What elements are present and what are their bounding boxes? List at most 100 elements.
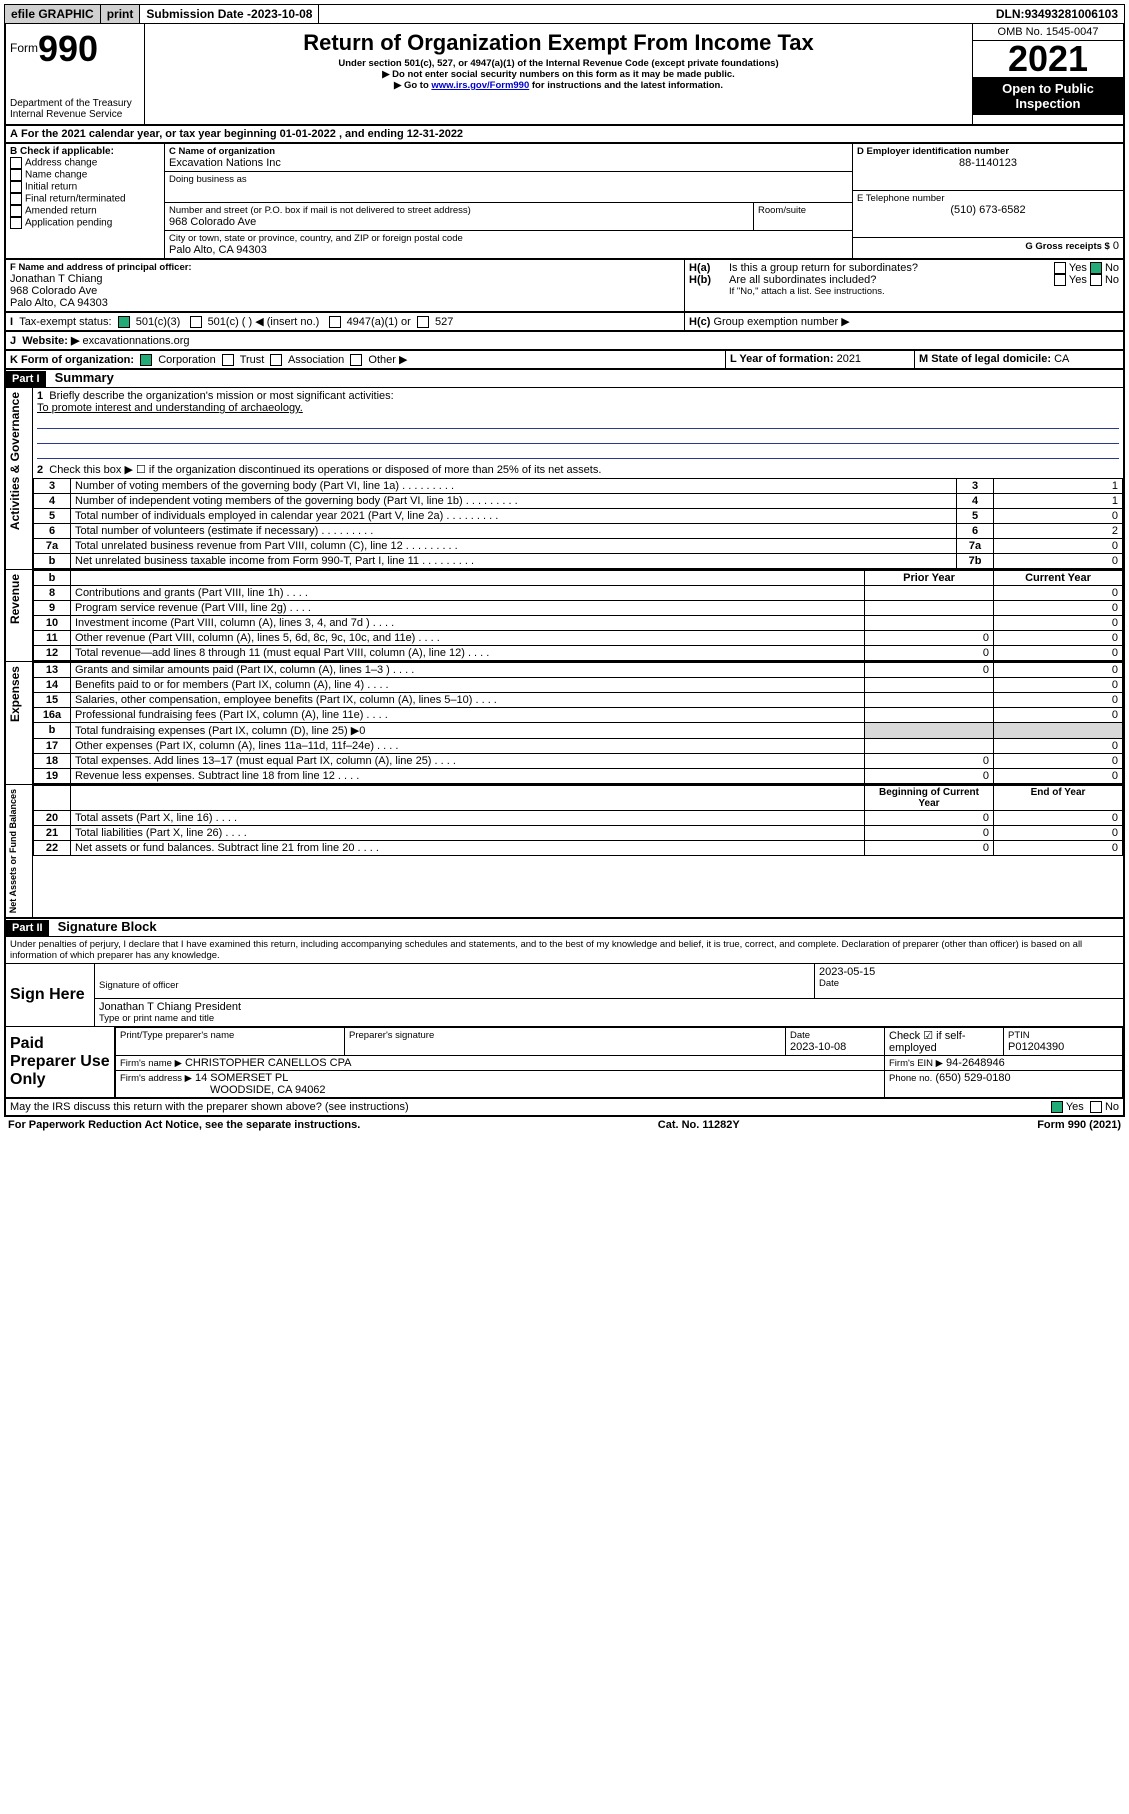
org-name: Excavation Nations Inc [169,157,848,169]
table-row: 17Other expenses (Part IX, column (A), l… [34,739,1123,754]
i-label: Tax-exempt status: [19,316,111,328]
submission-date: Submission Date - 2023-10-08 [140,5,319,23]
subdate-value: 2023-10-08 [251,7,312,21]
cb-trust[interactable]: Trust [240,354,265,366]
date-label: Date [819,978,1119,989]
print-button[interactable]: print [101,5,141,23]
type-name-label: Type or print name and title [99,1013,1119,1024]
cb-initial-return[interactable]: Initial return [25,182,77,193]
table-row: 13Grants and similar amounts paid (Part … [34,663,1123,678]
pp-check: Check ☑ if self-employed [885,1028,1004,1056]
discuss-text: May the IRS discuss this return with the… [10,1101,1051,1113]
subdate-label: Submission Date - [146,7,251,21]
table-row: bNet unrelated business taxable income f… [34,554,1123,569]
ein-value: 88-1140123 [857,157,1119,169]
cb-app-pending[interactable]: Application pending [25,218,112,229]
tax-year: 2021 [973,41,1123,77]
cb-final-return[interactable]: Final return/terminated [25,194,126,205]
subtitle-2: ▶ Do not enter social security numbers o… [153,69,964,80]
line-a: A For the 2021 calendar year, or tax yea… [4,126,1125,144]
label-netassets: Net Assets or Fund Balances [6,785,20,917]
irs-label: Internal Revenue Service [10,109,140,120]
form-header: Form990 Department of the Treasury Inter… [4,24,1125,126]
table-row: 14Benefits paid to or for members (Part … [34,678,1123,693]
cb-501c[interactable]: 501(c) ( ) ◀ (insert no.) [208,316,320,328]
form-title: Return of Organization Exempt From Incom… [153,30,964,56]
part1-title: Summary [49,368,120,387]
table-row: 18Total expenses. Add lines 13–17 (must … [34,754,1123,769]
officer-sig-name: Jonathan T Chiang President [99,1001,1119,1013]
legal-domicile: CA [1054,353,1069,365]
table-row: 4Number of independent voting members of… [34,494,1123,509]
g-label: G Gross receipts $ [1025,241,1109,252]
cb-amended[interactable]: Amended return [25,206,97,217]
hc-text: Group exemption number ▶ [713,316,849,328]
firm-phone: (650) 529-0180 [935,1072,1010,1084]
table-row: 16aProfessional fundraising fees (Part I… [34,708,1123,723]
label-revenue: Revenue [6,570,24,628]
c-name-label: C Name of organization [169,146,848,157]
cb-527[interactable]: 527 [435,316,453,328]
cb-assoc[interactable]: Association [288,354,344,366]
hb-text: Are all subordinates included? [729,274,1054,286]
dln: DLN: 93493281006103 [990,5,1124,23]
table-row: 12Total revenue—add lines 8 through 11 (… [34,646,1123,661]
dln-value: 93493281006103 [1025,7,1118,21]
table-row: 3Number of voting members of the governi… [34,479,1123,494]
form-number: Form990 [10,28,140,70]
mission-text: To promote interest and understanding of… [37,402,303,414]
table-row: 9Program service revenue (Part VIII, lin… [34,601,1123,616]
firm-ein: 94-2648946 [946,1057,1005,1069]
perjury-text: Under penalties of perjury, I declare th… [6,937,1123,964]
part1-bar: Part I [6,371,46,387]
subtitle-1: Under section 501(c), 527, or 4947(a)(1)… [153,58,964,69]
form990-link[interactable]: www.irs.gov/Form990 [431,80,529,91]
summary-table-net: Beginning of Current YearEnd of Year 20T… [33,785,1123,856]
city-label: City or town, state or province, country… [169,233,848,244]
sig-date: 2023-05-15 [819,966,1119,978]
org-city: Palo Alto, CA 94303 [169,244,848,256]
cb-name-change[interactable]: Name change [25,170,87,181]
org-address: 968 Colorado Ave [169,216,749,228]
form-footer: Form 990 (2021) [1037,1119,1121,1131]
col-deg: D Employer identification number 88-1140… [852,144,1123,258]
cb-address-change[interactable]: Address change [25,158,97,169]
table-row: 22Net assets or fund balances. Subtract … [34,841,1123,856]
room-label: Room/suite [758,205,848,216]
b-label: B Check if applicable: [10,146,160,157]
section-bcdeg: B Check if applicable: Address change Na… [4,144,1125,260]
section-fh: F Name and address of principal officer:… [4,260,1125,313]
addr-label: Number and street (or P.O. box if mail i… [169,205,749,216]
part-2: Part II Signature Block Under penalties … [4,919,1125,1099]
cb-other[interactable]: Other ▶ [368,354,407,366]
ha-text: Is this a group return for subordinates? [729,262,1054,274]
summary-table-top: 3Number of voting members of the governi… [33,478,1123,569]
cb-corp[interactable]: Corporation [158,354,215,366]
col-b: B Check if applicable: Address change Na… [6,144,165,258]
firm-addr1: 14 SOMERSET PL [195,1072,288,1084]
d-label: D Employer identification number [857,146,1119,157]
table-row: 19Revenue less expenses. Subtract line 1… [34,769,1123,784]
cb-4947[interactable]: 4947(a)(1) or [347,316,411,328]
part-1: Part I Summary Activities & Governance 1… [4,370,1125,919]
label-governance: Activities & Governance [6,388,24,534]
sign-here-label: Sign Here [6,984,94,1006]
sig-officer-label: Signature of officer [99,980,810,991]
table-row: 8Contributions and grants (Part VIII, li… [34,586,1123,601]
col-c: C Name of organization Excavation Nation… [165,144,852,258]
firm-name: CHRISTOPHER CANELLOS CPA [185,1057,351,1069]
officer-name: Jonathan T Chiang [10,273,680,285]
pra-notice: For Paperwork Reduction Act Notice, see … [8,1119,360,1131]
discuss-row: May the IRS discuss this return with the… [4,1099,1125,1117]
pp-name-label: Print/Type preparer's name [120,1030,234,1041]
paid-preparer-label: Paid Preparer Use Only [6,1033,114,1091]
year-formation: 2021 [837,353,861,365]
efile-button[interactable]: efile GRAPHIC [5,5,101,23]
table-row: 5Total number of individuals employed in… [34,509,1123,524]
section-j: J Website: ▶ excavationnations.org [4,332,1125,351]
gross-receipts: 0 [1113,240,1119,252]
table-row: 11Other revenue (Part VIII, column (A), … [34,631,1123,646]
table-row: 21Total liabilities (Part X, line 26) . … [34,826,1123,841]
dept-treasury: Department of the Treasury [10,98,140,109]
cb-501c3[interactable]: 501(c)(3) [136,316,181,328]
